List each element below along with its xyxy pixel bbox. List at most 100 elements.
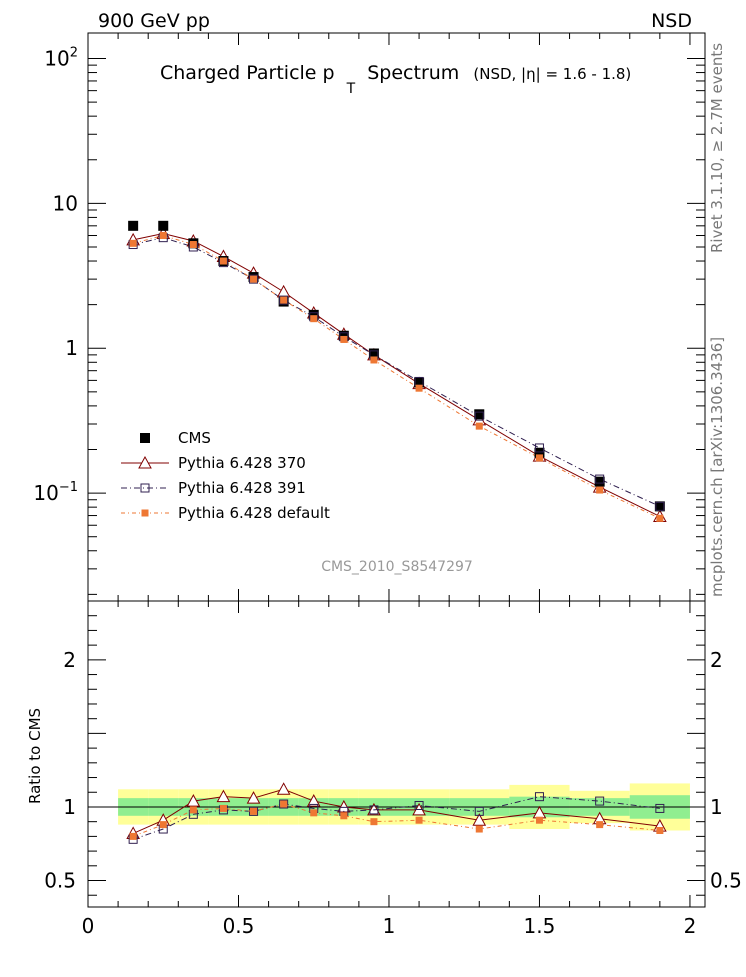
y-tick-label-exponent: −1 xyxy=(59,480,78,495)
legend-entry-label: Pythia 6.428 370 xyxy=(178,454,306,472)
ratio-point xyxy=(340,812,348,820)
main-data-point xyxy=(370,356,378,364)
x-tick-label: 1 xyxy=(383,914,396,938)
ratio-point xyxy=(280,800,288,808)
header-right-label: NSD xyxy=(651,10,692,32)
ratio-point xyxy=(159,821,167,829)
ratio-point xyxy=(336,799,351,813)
ratio-point xyxy=(370,818,378,826)
ratio-point xyxy=(276,782,291,795)
main-series-line xyxy=(133,237,661,507)
y-tick-label: 102 xyxy=(44,46,78,71)
chart-title-subscript: T xyxy=(346,81,356,97)
ratio-point xyxy=(656,827,664,834)
legend-marker xyxy=(140,483,150,493)
main-data-point xyxy=(368,348,379,359)
main-data-point xyxy=(219,257,227,265)
chart-title-main: Charged Particle p xyxy=(160,62,335,84)
main-data-point xyxy=(338,330,349,341)
ratio-point xyxy=(414,800,424,810)
ratio-y-tick-label: 0.5 xyxy=(44,869,76,893)
ratio-point xyxy=(596,821,604,829)
main-series xyxy=(126,220,667,522)
ratio-y-tick-label-right: 2 xyxy=(710,648,723,672)
ratio-point xyxy=(306,794,321,807)
chart-subtitle: (NSD, |η| = 1.6 - 1.8) xyxy=(473,65,631,83)
main-series-line xyxy=(133,232,661,517)
main-data-point xyxy=(655,501,665,511)
main-data-point xyxy=(596,486,604,494)
ratio-ylabel: Ratio to CMS xyxy=(26,708,44,804)
chart-title-suffix: Spectrum xyxy=(367,62,459,84)
main-data-point xyxy=(534,443,544,453)
ratio-point xyxy=(186,794,201,807)
ratio-point xyxy=(246,791,261,804)
main-data-point xyxy=(308,309,319,320)
x-tick-label: 0.5 xyxy=(223,914,255,938)
x-tick-label: 0 xyxy=(82,914,95,938)
ratio-y-tick-label-right: 0.5 xyxy=(710,869,742,893)
chart-title: Charged Particle p T Spectrum (NSD, |η| … xyxy=(160,62,631,98)
ratio-point xyxy=(279,799,289,809)
ratio-point xyxy=(534,792,544,802)
main-data-point xyxy=(189,241,197,249)
ratio-plot-frame xyxy=(87,600,706,908)
main-data-point xyxy=(475,422,483,430)
y-tick-label-base: 10 xyxy=(33,481,58,505)
ratio-bands xyxy=(88,783,705,831)
main-data-point xyxy=(249,274,259,284)
main-data-point xyxy=(474,411,484,421)
y-tick-label: 10 xyxy=(53,191,78,215)
main-data-point xyxy=(250,275,258,283)
ratio-point xyxy=(216,789,231,803)
mcplots-label: mcplots.cern.ch [arXiv:1306.3436] xyxy=(708,337,726,597)
main-data-point xyxy=(414,377,425,388)
ratio-series-line xyxy=(132,788,660,834)
ratio-y-tick-label: 2 xyxy=(63,648,76,672)
legend-marker xyxy=(138,455,152,469)
y-tick-label-base: 1 xyxy=(65,336,78,360)
ratio-y-tick-label-right: 1 xyxy=(710,795,723,819)
main-data-point xyxy=(474,409,485,420)
ratio-point xyxy=(472,813,487,826)
main-data-point xyxy=(279,295,289,305)
x-tick-label: 1.5 xyxy=(524,914,556,938)
ratio-y-tick-label: 1 xyxy=(63,795,76,819)
legend-entry-label: CMS xyxy=(178,429,211,447)
main-data-point xyxy=(276,284,291,298)
main-data-point xyxy=(534,447,545,458)
main-data-point xyxy=(415,384,423,392)
frames xyxy=(87,32,706,908)
main-data-point xyxy=(656,514,664,522)
ratio-point xyxy=(369,805,379,815)
ratio-point xyxy=(475,825,483,833)
ratio-point xyxy=(595,796,605,806)
y-tick-label-exponent: 2 xyxy=(70,46,78,61)
x-tick-label: 2 xyxy=(684,914,697,938)
ratio-point xyxy=(415,816,423,824)
legend-entry-label: Pythia 6.428 default xyxy=(178,504,330,522)
rivet-label: Rivet 3.1.10, ≥ 2.7M events xyxy=(708,43,726,253)
main-data-point xyxy=(280,296,288,304)
ratio-point xyxy=(219,804,227,812)
legend-entry-label: Pythia 6.428 391 xyxy=(178,479,306,497)
header-left-label: 900 GeV pp xyxy=(98,10,210,32)
y-tick-label: 10−1 xyxy=(33,480,78,505)
ratio-point xyxy=(535,816,543,824)
main-data-point xyxy=(535,454,543,462)
main-data-point xyxy=(159,232,167,240)
y-tick-label-base: 10 xyxy=(53,191,78,215)
legend-marker xyxy=(140,433,150,443)
y-tick-label-base: 10 xyxy=(44,47,69,71)
ratio-point xyxy=(129,832,137,840)
ratio-point xyxy=(310,809,318,817)
y-tick-label: 1 xyxy=(65,336,78,360)
main-data-point xyxy=(128,220,139,231)
main-data-point xyxy=(595,474,605,484)
main-data-point xyxy=(158,220,169,231)
ratio-point xyxy=(189,806,197,814)
main-data-point xyxy=(654,501,665,512)
main-data-point xyxy=(310,315,318,323)
